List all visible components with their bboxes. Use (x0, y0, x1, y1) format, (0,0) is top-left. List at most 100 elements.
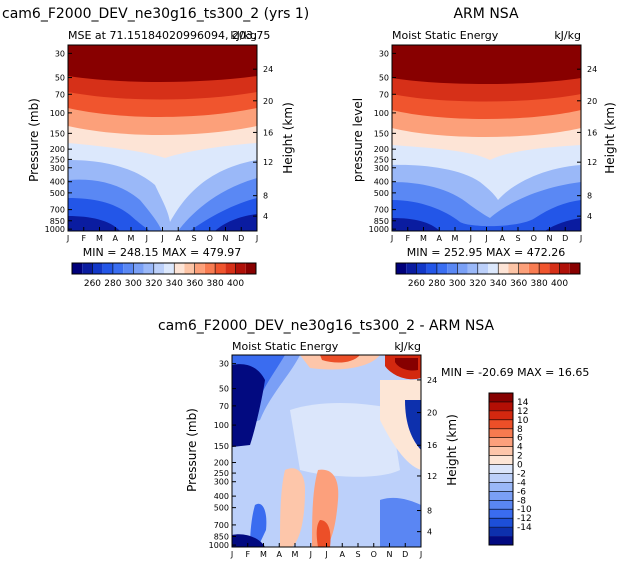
model-ytick-label: 300 (50, 164, 65, 173)
model-xtick-label: N (223, 234, 229, 243)
model-cbar-swatch (133, 263, 144, 274)
diff-blob-top-red (320, 355, 360, 363)
diff-cbar-swatch (489, 455, 513, 465)
obs-y-axis-right: 24 20 16 12 8 4 (577, 65, 597, 221)
panel-diff: cam6_F2000_DEV_ne30g16_ts300_2 - ARM NSA… (158, 318, 589, 559)
model-title: cam6_F2000_DEV_ne30g16_ts300_2 (yrs 1) (2, 6, 309, 22)
obs-stats: MIN = 252.95 MAX = 472.26 (407, 246, 565, 259)
obs-ylabel: pressure level (351, 98, 365, 182)
model-cbar-label: 400 (227, 279, 244, 289)
obs-cbar-swatch (508, 263, 519, 274)
obs-xtick-label: A (437, 234, 443, 243)
model-rtick-label: 8 (263, 192, 268, 201)
obs-xtick-label: J (579, 234, 582, 243)
model-cbar-swatch (123, 263, 134, 274)
obs-ytick-label: 250 (374, 155, 389, 164)
diff-ytick-label: 250 (214, 469, 229, 478)
obs-cbar-swatch (528, 263, 540, 274)
obs-cbar-swatch (549, 263, 560, 274)
obs-cbar-label: 380 (531, 279, 548, 289)
diff-cbar-swatch (489, 491, 513, 501)
obs-units: kJ/kg (554, 29, 581, 42)
obs-cbar-frame (395, 262, 581, 275)
diff-blob-bottom-right-blue (380, 497, 421, 547)
obs-rtick-label: 4 (587, 212, 592, 221)
diff-ylabel: Pressure (mb) (185, 408, 199, 492)
model-cbar-swatch (245, 263, 256, 274)
model-rtick-label: 24 (263, 65, 273, 74)
diff-xtick-label: O (371, 550, 377, 559)
diff-cbar-label: -14 (517, 523, 532, 533)
model-ytick-label: 200 (50, 145, 65, 154)
obs-ytick-label: 50 (379, 74, 389, 83)
diff-cbar-label: -2 (517, 469, 526, 479)
model-ytick-label: 70 (55, 90, 65, 99)
diff-xtick-label: J (309, 550, 312, 559)
diff-ylabel-right: Height (km) (445, 414, 459, 485)
diff-xtick-label: N (387, 550, 393, 559)
diff-xtick-label: M (260, 550, 267, 559)
diff-cbar-swatch (489, 419, 513, 429)
diff-cbar-label: -12 (517, 514, 532, 524)
diff-rtick-label: 8 (427, 507, 432, 516)
diff-ytick-label: 400 (214, 492, 229, 501)
diff-cbar-label: 0 (517, 461, 523, 471)
obs-ytick-label: 400 (374, 178, 389, 187)
obs-ytick-label: 100 (374, 109, 389, 118)
obs-cbar-swatch (477, 263, 488, 274)
obs-xtick-label: M (420, 234, 427, 243)
diff-cbar-label: -6 (517, 487, 526, 497)
model-cbar-label: 300 (125, 279, 142, 289)
diff-rtick-label: 20 (427, 409, 437, 418)
obs-xtick-label: A (500, 234, 506, 243)
model-xtick-label: A (176, 234, 182, 243)
obs-cbar-swatch (426, 263, 437, 274)
model-cbar-swatch (112, 263, 124, 274)
diff-units: kJ/kg (394, 340, 421, 353)
diff-cbar-swatch (489, 446, 513, 456)
diff-cbar-swatch (489, 518, 513, 528)
diff-cbar-swatch (489, 410, 513, 420)
model-ytick-label: 250 (50, 155, 65, 164)
diff-cbar-label: -8 (517, 496, 526, 506)
diff-cbar-label: -10 (517, 505, 532, 515)
model-ylabel-right: Height (km) (281, 102, 295, 173)
model-field (68, 45, 257, 231)
model-cbar-label: 360 (186, 279, 203, 289)
obs-field (392, 45, 581, 231)
obs-subtitle: Moist Static Energy (392, 29, 499, 42)
obs-cbar-swatch (416, 263, 427, 274)
diff-cbar-swatch (489, 401, 513, 411)
obs-ytick-label: 70 (379, 90, 389, 99)
obs-cbar-swatch (406, 263, 417, 274)
diff-cbar-swatch (489, 482, 513, 492)
obs-ytick-label: 150 (374, 129, 389, 138)
diff-ytick-label: 30 (219, 360, 229, 369)
model-cbar-swatch (82, 263, 93, 274)
obs-rtick-label: 12 (587, 158, 597, 167)
obs-cbar-swatch (457, 263, 468, 274)
diff-ytick-label: 100 (214, 421, 229, 430)
obs-rtick-label: 16 (587, 128, 597, 137)
obs-ytick-label: 500 (374, 189, 389, 198)
diff-xtick-label: J (419, 550, 422, 559)
model-cbar-swatch (143, 263, 154, 274)
diff-xtick-label: A (277, 550, 283, 559)
obs-cbar-swatch (539, 263, 550, 274)
model-xtick-label: J (66, 234, 69, 243)
obs-ylabel-right: Height (km) (603, 102, 617, 173)
diff-rtick-label: 4 (427, 528, 432, 537)
obs-cbar-label: 280 (428, 279, 445, 289)
model-xtick-label: F (81, 234, 86, 243)
diff-cbar-swatch (489, 509, 513, 519)
model-xtick-label: J (160, 234, 163, 243)
diff-blob-lightest (290, 403, 400, 477)
diff-cbar-frame (488, 392, 514, 546)
model-cbar-swatch (215, 263, 226, 274)
model-rtick-label: 12 (263, 158, 273, 167)
diff-blob-lower-red (316, 520, 331, 547)
